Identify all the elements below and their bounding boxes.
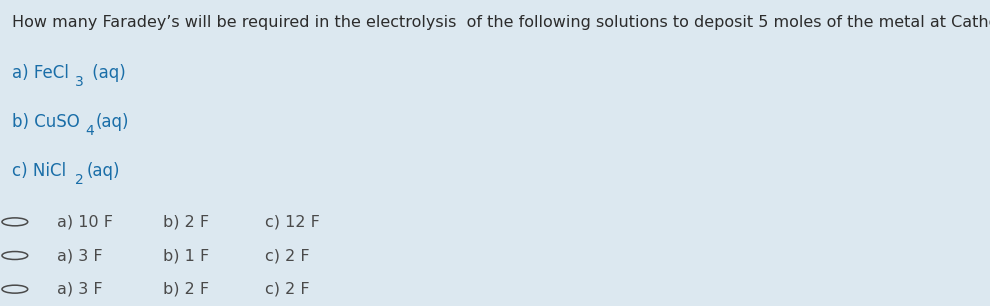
Text: 4: 4 [85,124,94,138]
Text: (aq): (aq) [96,114,130,131]
Text: a) FeCl: a) FeCl [12,65,68,82]
Text: (aq): (aq) [86,162,120,180]
Text: c) 2 F: c) 2 F [265,282,310,297]
Text: b) 2 F: b) 2 F [163,282,210,297]
Text: b) 1 F: b) 1 F [163,248,210,263]
Text: b) 2 F: b) 2 F [163,214,210,230]
Text: a) 10 F: a) 10 F [57,214,114,230]
Text: c) NiCl: c) NiCl [12,162,66,180]
Text: c) 2 F: c) 2 F [265,248,310,263]
Text: 3: 3 [75,75,84,89]
Text: c) 12 F: c) 12 F [265,214,320,230]
Text: (aq): (aq) [87,65,126,82]
Text: How many Faradey’s will be required in the electrolysis  of the following soluti: How many Faradey’s will be required in t… [12,15,990,30]
Text: a) 3 F: a) 3 F [57,248,103,263]
Text: a) 3 F: a) 3 F [57,282,103,297]
Text: 2: 2 [75,173,84,187]
Text: b) CuSO: b) CuSO [12,114,79,131]
